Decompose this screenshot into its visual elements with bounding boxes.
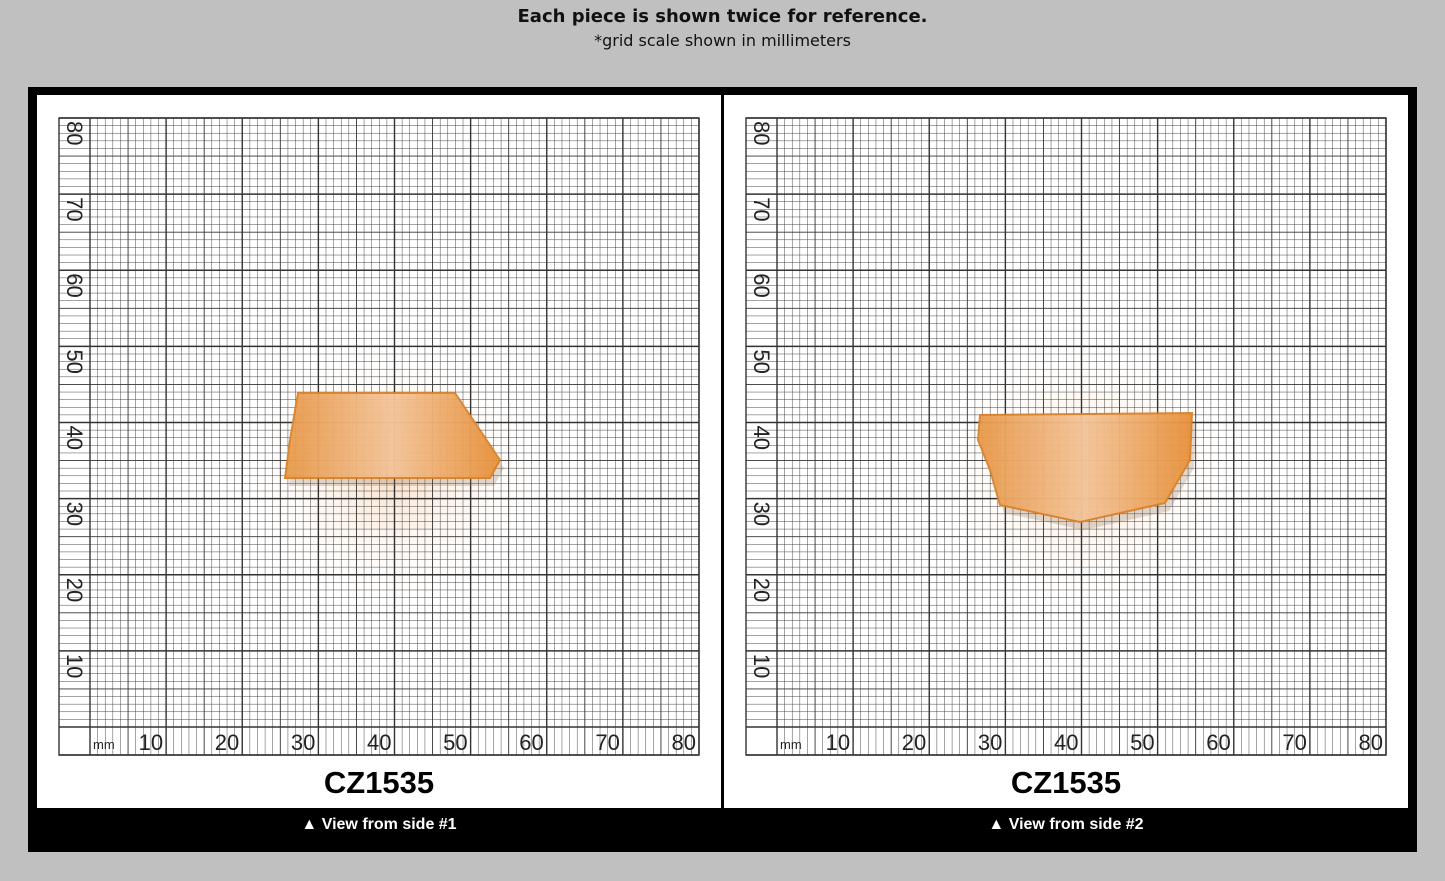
- y-scale-label: 70: [62, 197, 87, 221]
- x-scale-label: 10: [826, 730, 850, 755]
- x-scale-label: 40: [1054, 730, 1078, 755]
- panel: mm 10 20 30 40 50 60 70 80 10 20 30 40 50 60 70 80 CZ1535: [37, 95, 721, 808]
- x-scale-label: 20: [215, 730, 239, 755]
- title: Each piece is shown twice for reference.: [517, 6, 928, 27]
- x-scale-label: 60: [1206, 730, 1230, 755]
- subtitle: *grid scale shown in millimeters: [594, 31, 851, 50]
- unit-label: mm: [93, 737, 115, 752]
- product-code: CZ1535: [324, 765, 434, 800]
- y-scale-label: 20: [62, 578, 87, 602]
- y-scale-label: 20: [749, 578, 774, 602]
- x-scale-label: 20: [902, 730, 926, 755]
- x-scale-label: 60: [519, 730, 543, 755]
- x-scale-label: 30: [291, 730, 315, 755]
- gem: [976, 411, 1194, 524]
- y-scale-label: 80: [62, 121, 87, 145]
- gem: [283, 392, 502, 479]
- x-scale-label: 10: [139, 730, 163, 755]
- product-code: CZ1535: [1011, 765, 1121, 800]
- x-scale-label: 50: [443, 730, 467, 755]
- y-scale-label: 30: [62, 502, 87, 526]
- y-scale-label: 60: [749, 273, 774, 297]
- x-scale-label: 80: [1359, 730, 1383, 755]
- y-scale-label: 40: [749, 426, 774, 450]
- caption: ▲ View from side #2: [988, 816, 1144, 833]
- y-scale-label: 70: [749, 197, 774, 221]
- caption: ▲ View from side #1: [301, 816, 457, 833]
- y-scale-label: 30: [749, 502, 774, 526]
- x-scale-label: 70: [1282, 730, 1306, 755]
- y-scale-label: 80: [749, 121, 774, 145]
- unit-label: mm: [780, 737, 802, 752]
- y-scale-label: 40: [62, 426, 87, 450]
- y-scale-label: 50: [749, 349, 774, 373]
- x-scale-label: 70: [595, 730, 619, 755]
- x-scale-label: 30: [978, 730, 1002, 755]
- x-scale-label: 50: [1130, 730, 1154, 755]
- y-scale-label: 10: [749, 654, 774, 678]
- panel: mm 10 20 30 40 50 60 70 80 10 20 30 40 50 60 70 80 CZ1535: [724, 95, 1408, 808]
- y-scale-label: 60: [62, 273, 87, 297]
- x-scale-label: 80: [672, 730, 696, 755]
- x-scale-label: 40: [367, 730, 391, 755]
- y-scale-label: 10: [62, 654, 87, 678]
- y-scale-label: 50: [62, 349, 87, 373]
